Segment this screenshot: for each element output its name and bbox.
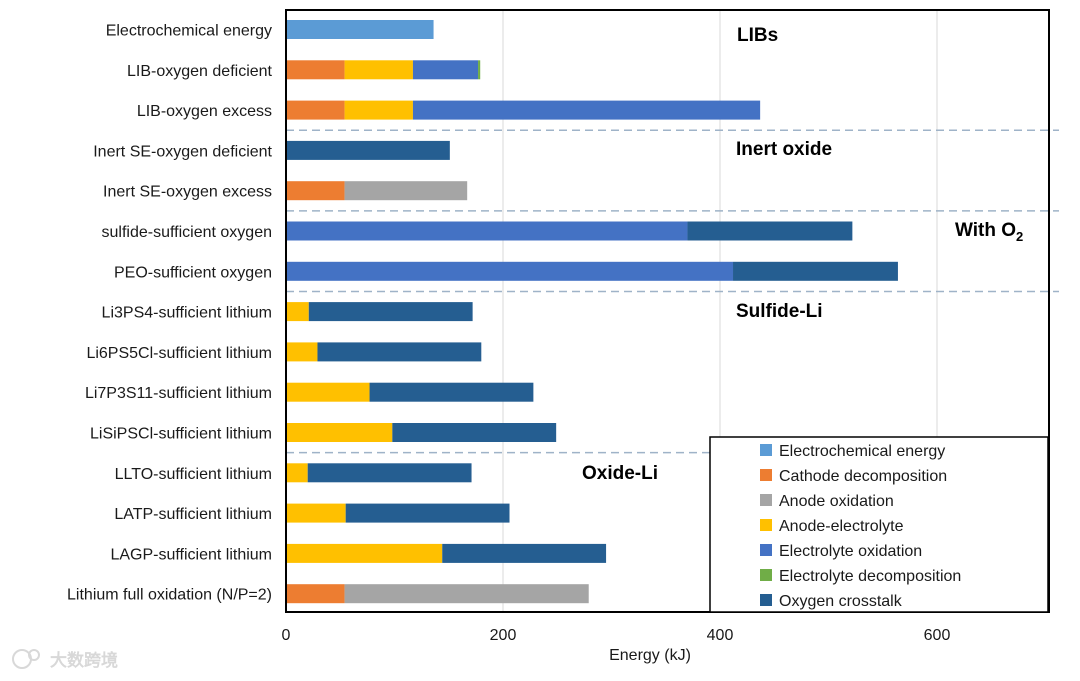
bar-lagp-sufficient-lithium-anode-electrolyte bbox=[286, 543, 443, 563]
bar-lib-oxygen-excess-anode-electrolyte bbox=[344, 100, 413, 120]
legend-items: Electrochemical energy Cathode decomposit… bbox=[760, 443, 961, 610]
category-label-sulfide-sufficient-oxygen: sulfide-sufficient oxygen bbox=[102, 224, 272, 241]
category-label-electrochemical-energy: Electrochemical energy bbox=[106, 23, 272, 40]
watermark-logo-icon bbox=[12, 649, 32, 669]
legend-label-oxygen-crosstalk: Oxygen crosstalk bbox=[779, 593, 903, 610]
category-label-li7p3s11-sufficient-lithium: Li7P3S11-sufficient lithium bbox=[85, 385, 272, 402]
category-label-lib-oxygen-deficient: LIB-oxygen deficient bbox=[127, 63, 273, 80]
x-tick-label-600: 600 bbox=[924, 627, 951, 644]
bar-li6ps5cl-sufficient-lithium-anode-electrolyte bbox=[286, 342, 318, 362]
legend-swatch-electrochemical-energy bbox=[760, 444, 772, 456]
category-label-li3ps4-sufficient-lithium: Li3PS4-sufficient lithium bbox=[102, 305, 272, 322]
bar-sulfide-sufficient-oxygen-oxygen-crosstalk bbox=[687, 221, 853, 241]
bar-llto-sufficient-lithium-anode-electrolyte bbox=[286, 463, 308, 483]
x-tick-label-400: 400 bbox=[707, 627, 734, 644]
bar-peo-sufficient-oxygen-electrolyte-oxidation bbox=[286, 261, 734, 281]
bar-inert-se-oxygen-excess-anode-oxidation bbox=[344, 181, 468, 201]
bar-sulfide-sufficient-oxygen-electrolyte-oxidation bbox=[286, 221, 688, 241]
bars bbox=[286, 20, 898, 604]
x-axis-title: Energy (kJ) bbox=[609, 647, 691, 664]
bar-lithium-full-oxidation-n-p-2-anode-oxidation bbox=[344, 584, 589, 604]
category-label-li6ps5cl-sufficient-lithium: Li6PS5Cl-sufficient lithium bbox=[86, 345, 272, 362]
bar-li3ps4-sufficient-lithium-anode-electrolyte bbox=[286, 302, 309, 322]
group-label-inert-oxide: Inert oxide bbox=[736, 139, 832, 160]
category-label-lagp-sufficient-lithium: LAGP-sufficient lithium bbox=[110, 546, 272, 563]
bar-inert-se-oxygen-deficient-oxygen-crosstalk bbox=[286, 140, 450, 160]
bar-lisipscl-sufficient-lithium-anode-electrolyte bbox=[286, 423, 393, 442]
category-label-peo-sufficient-oxygen: PEO-sufficient oxygen bbox=[114, 264, 272, 281]
legend-swatch-anode-oxidation bbox=[760, 494, 772, 506]
group-label-sulfide-li: Sulfide-Li bbox=[736, 301, 823, 322]
legend-swatch-electrolyte-oxidation bbox=[760, 544, 772, 556]
category-label-lithium-full-oxidation-n-p-2: Lithium full oxidation (N/P=2) bbox=[67, 587, 272, 604]
legend-label-electrolyte-decomposition: Electrolyte decomposition bbox=[779, 568, 961, 585]
category-label-llto-sufficient-lithium: LLTO-sufficient lithium bbox=[115, 466, 272, 483]
category-label-inert-se-oxygen-excess: Inert SE-oxygen excess bbox=[103, 184, 272, 201]
bar-electrochemical-energy-electrochemical-energy bbox=[286, 20, 434, 39]
bar-lib-oxygen-deficient-electrolyte-oxidation bbox=[412, 60, 479, 80]
x-tick-labels: 0 200 400 600 bbox=[282, 627, 951, 644]
watermark: 大数跨境 bbox=[12, 649, 118, 670]
legend-swatch-anode-electrolyte bbox=[760, 519, 772, 531]
bar-lagp-sufficient-lithium-oxygen-crosstalk bbox=[442, 543, 607, 563]
group-label-oxide-li: Oxide-Li bbox=[582, 463, 658, 484]
bar-li7p3s11-sufficient-lithium-anode-electrolyte bbox=[286, 382, 370, 402]
bar-peo-sufficient-oxygen-oxygen-crosstalk bbox=[733, 261, 898, 281]
bar-lithium-full-oxidation-n-p-2-cathode-decomposition bbox=[286, 584, 345, 604]
bar-lib-oxygen-deficient-cathode-decomposition bbox=[286, 60, 345, 80]
category-label-lib-oxygen-excess: LIB-oxygen excess bbox=[137, 103, 272, 120]
bar-lisipscl-sufficient-lithium-oxygen-crosstalk bbox=[392, 423, 557, 442]
bar-li7p3s11-sufficient-lithium-oxygen-crosstalk bbox=[369, 382, 534, 402]
bar-li6ps5cl-sufficient-lithium-oxygen-crosstalk bbox=[317, 342, 482, 362]
group-separators bbox=[286, 129, 1059, 454]
bar-llto-sufficient-lithium-oxygen-crosstalk bbox=[307, 463, 472, 483]
legend-label-anode-oxidation: Anode oxidation bbox=[779, 493, 894, 510]
category-label-lisipscl-sufficient-lithium: LiSiPSCl-sufficient lithium bbox=[90, 426, 272, 443]
bar-latp-sufficient-lithium-anode-electrolyte bbox=[286, 503, 346, 523]
category-labels: Electrochemical energy LIB-oxygen deficie… bbox=[67, 23, 273, 604]
bar-latp-sufficient-lithium-oxygen-crosstalk bbox=[345, 503, 510, 523]
bar-lib-oxygen-deficient-electrolyte-decomposition bbox=[478, 60, 481, 80]
legend-label-anode-electrolyte: Anode-electrolyte bbox=[779, 518, 904, 535]
legend-label-electrolyte-oxidation: Electrolyte oxidation bbox=[779, 543, 922, 560]
legend-swatch-electrolyte-decomposition bbox=[760, 569, 772, 581]
bar-inert-se-oxygen-excess-cathode-decomposition bbox=[286, 181, 345, 201]
group-label-libs: LIBs bbox=[737, 25, 778, 46]
watermark-text: 大数跨境 bbox=[50, 650, 118, 670]
group-label-with-o2-subscript: 2 bbox=[1016, 229, 1023, 244]
legend-label-cathode-decomposition: Cathode decomposition bbox=[779, 468, 947, 485]
watermark-logo-icon-inner bbox=[28, 649, 40, 661]
group-label-with-o2: With O2 bbox=[955, 220, 1023, 244]
bar-lib-oxygen-excess-cathode-decomposition bbox=[286, 100, 345, 120]
category-label-inert-se-oxygen-deficient: Inert SE-oxygen deficient bbox=[93, 143, 272, 160]
bar-li3ps4-sufficient-lithium-oxygen-crosstalk bbox=[308, 302, 473, 322]
bar-lib-oxygen-deficient-anode-electrolyte bbox=[344, 60, 413, 80]
legend-label-electrochemical-energy: Electrochemical energy bbox=[779, 443, 945, 460]
legend-swatch-oxygen-crosstalk bbox=[760, 594, 772, 606]
legend-swatch-cathode-decomposition bbox=[760, 469, 772, 481]
category-label-latp-sufficient-lithium: LATP-sufficient lithium bbox=[114, 506, 272, 523]
x-tick-label-0: 0 bbox=[282, 627, 291, 644]
plot-frame bbox=[285, 9, 1050, 613]
x-tick-label-200: 200 bbox=[490, 627, 517, 644]
group-label-with-o2-main: With O bbox=[955, 220, 1016, 241]
bar-lib-oxygen-excess-electrolyte-oxidation bbox=[412, 100, 761, 120]
legend: Electrochemical energy Cathode decomposit… bbox=[709, 436, 1049, 613]
